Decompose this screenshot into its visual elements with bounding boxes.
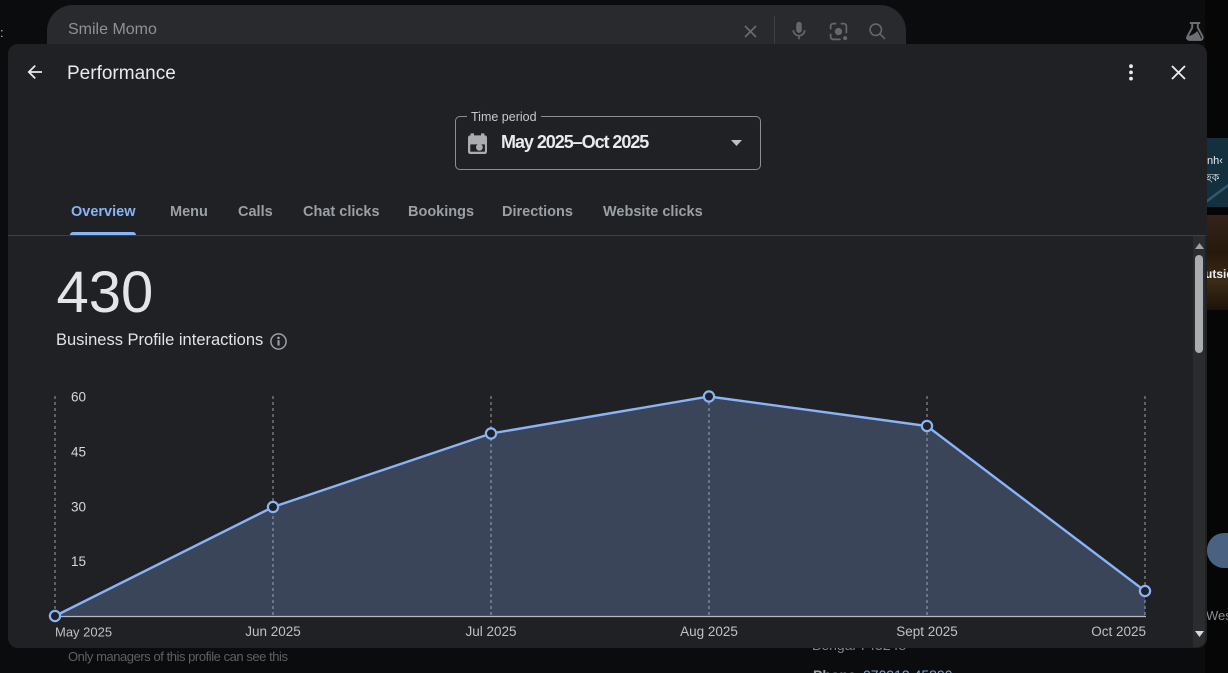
svg-text:Jun 2025: Jun 2025 xyxy=(245,624,301,639)
svg-text:15: 15 xyxy=(71,554,86,569)
svg-text:45: 45 xyxy=(71,445,86,460)
svg-text:Jul 2025: Jul 2025 xyxy=(465,624,516,639)
svg-text:Aug 2025: Aug 2025 xyxy=(680,624,738,639)
svg-text:60: 60 xyxy=(71,390,86,405)
svg-text:Sept 2025: Sept 2025 xyxy=(896,624,958,639)
svg-text:May 2025: May 2025 xyxy=(55,625,112,640)
svg-text:30: 30 xyxy=(71,500,86,515)
svg-text:Oct 2025: Oct 2025 xyxy=(1091,624,1146,639)
